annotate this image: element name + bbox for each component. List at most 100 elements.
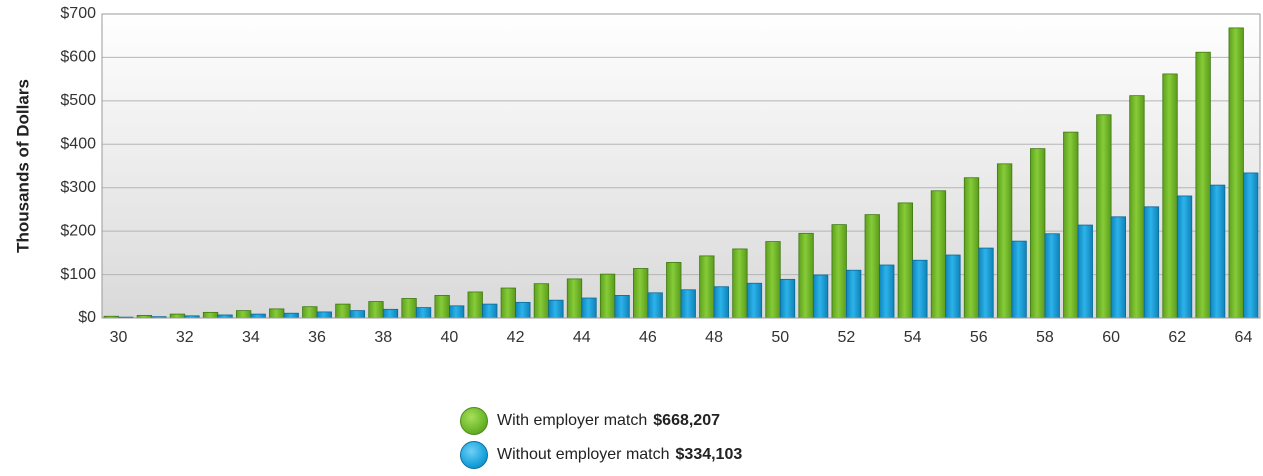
x-tick-label: 32	[176, 329, 194, 346]
bar-without-match	[283, 312, 299, 319]
bar-with-match	[765, 241, 781, 319]
x-tick-label: 48	[705, 329, 723, 346]
y-tick-label: $100	[60, 266, 96, 283]
x-tick-label: 44	[573, 329, 591, 346]
y-tick-label: $200	[60, 222, 96, 239]
blue-circle-icon	[460, 441, 488, 469]
bar-without-match	[746, 282, 763, 319]
x-tick-label: 46	[639, 329, 657, 346]
green-circle-icon	[460, 407, 488, 435]
x-tick-label: 34	[242, 329, 260, 346]
bar-without-match	[316, 311, 332, 319]
bar-without-match	[912, 259, 928, 319]
y-tick-label: $600	[60, 49, 96, 66]
bar-with-match	[302, 306, 318, 319]
legend: With employer match $668,207 Without emp…	[460, 404, 742, 472]
bar-with-match	[1228, 27, 1244, 319]
bar-with-match	[202, 311, 219, 319]
bar-without-match	[482, 303, 498, 319]
bar-with-match	[566, 278, 583, 319]
bar-without-match	[1110, 216, 1127, 319]
bar-without-match	[581, 297, 597, 319]
bar-without-match	[448, 305, 465, 319]
y-axis-ticks: $0 $100 $200 $300 $400 $500 $600 $700	[60, 5, 96, 326]
x-tick-label: 56	[970, 329, 988, 346]
bar-with-match	[169, 313, 186, 319]
y-axis-title: Thousands of Dollars	[13, 79, 32, 253]
x-tick-label: 36	[308, 329, 326, 346]
bar-without-match	[1209, 184, 1226, 319]
bar-with-match	[599, 273, 616, 319]
bar-without-match	[1011, 240, 1027, 319]
y-tick-label: $700	[60, 5, 96, 22]
bar-without-match	[614, 295, 630, 319]
y-tick-label: $500	[60, 92, 96, 109]
bar-with-match	[1030, 148, 1046, 319]
y-tick-label: $400	[60, 136, 96, 153]
bar-without-match	[879, 264, 895, 319]
bar-with-match	[434, 295, 450, 319]
bar-without-match	[713, 286, 729, 319]
bar-without-match	[349, 310, 366, 319]
bar-with-match	[1129, 95, 1145, 319]
legend-label: Without employer match	[497, 446, 670, 463]
legend-item-without-match: Without employer match $334,103	[460, 438, 742, 472]
bar-with-match	[732, 248, 748, 319]
x-tick-label: 58	[1036, 329, 1054, 346]
x-tick-label: 64	[1235, 329, 1253, 346]
bar-with-match	[666, 262, 682, 319]
bar-with-match	[633, 268, 649, 319]
bar-without-match	[1077, 224, 1093, 319]
bar-without-match	[1044, 233, 1060, 319]
bar-without-match	[779, 278, 796, 319]
bar-chart: $0 $100 $200 $300 $400 $500 $600 $700 30 32 34 36 3…	[13, 5, 1261, 346]
bar-without-match	[978, 247, 994, 319]
x-tick-label: 38	[374, 329, 392, 346]
bar-without-match	[846, 269, 862, 319]
bar-without-match	[647, 292, 663, 319]
bar-with-match	[1096, 114, 1112, 319]
legend-label: With employer match	[497, 412, 648, 429]
y-tick-label: $300	[60, 179, 96, 196]
legend-item-with-match: With employer match $668,207	[460, 404, 742, 438]
bar-without-match	[382, 308, 399, 319]
x-tick-label: 40	[441, 329, 459, 346]
x-tick-label: 54	[904, 329, 922, 346]
bar-with-match	[897, 202, 913, 319]
gridlines	[102, 56, 1260, 276]
bar-without-match	[945, 254, 961, 319]
x-tick-label: 42	[507, 329, 525, 346]
bar-without-match	[415, 307, 432, 319]
x-tick-label: 60	[1102, 329, 1120, 346]
bar-with-match	[335, 303, 351, 319]
bar-with-match	[930, 190, 947, 319]
bar-with-match	[963, 177, 980, 319]
bar-with-match	[269, 308, 285, 319]
x-tick-label: 30	[110, 329, 128, 346]
bar-with-match	[798, 232, 814, 319]
bar-with-match	[699, 255, 715, 319]
legend-value: $334,103	[675, 446, 743, 463]
bar-with-match	[533, 283, 550, 319]
bar-without-match	[812, 274, 829, 319]
x-axis-ticks: 30 32 34 36 38 40 42 44 46 48 50 52 54 56 58 60 62 64	[110, 329, 1253, 346]
bar-with-match	[831, 224, 847, 319]
bar-without-match	[250, 313, 266, 319]
bar-with-match	[1063, 131, 1079, 319]
y-tick-label: $0	[78, 309, 96, 326]
bar-with-match	[864, 214, 880, 319]
bar-with-match	[500, 287, 516, 319]
bar-with-match	[1195, 51, 1211, 319]
bar-without-match	[1176, 195, 1193, 319]
x-tick-label: 62	[1168, 329, 1186, 346]
legend-value: $668,207	[653, 412, 720, 429]
bar-with-match	[996, 163, 1013, 319]
bar-with-match	[467, 291, 483, 319]
plot-border	[101, 13, 1261, 319]
bar-without-match	[1143, 206, 1160, 319]
bar-with-match	[1162, 73, 1178, 319]
bar-series	[103, 27, 1259, 319]
bar-with-match	[368, 301, 384, 319]
bar-without-match	[548, 299, 564, 319]
x-tick-label: 50	[771, 329, 789, 346]
